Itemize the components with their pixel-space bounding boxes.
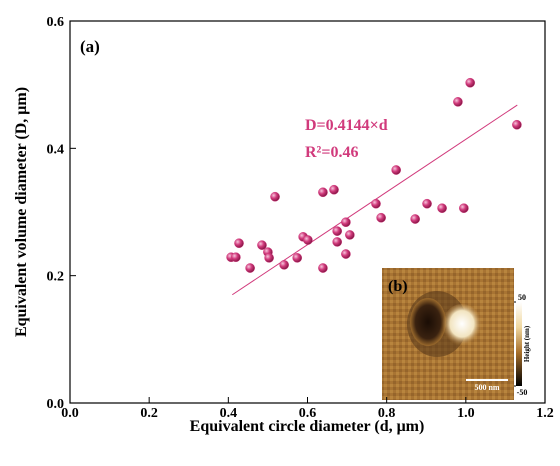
scatter-point bbox=[318, 188, 327, 197]
colorbar bbox=[516, 302, 522, 386]
x-tick-label: 0.6 bbox=[299, 406, 317, 421]
scatter-point bbox=[392, 165, 401, 174]
scatter-point bbox=[453, 97, 462, 106]
scale-bar-label: 500 nm bbox=[474, 383, 499, 392]
scatter-point bbox=[459, 204, 468, 213]
x-tick-label: 0.4 bbox=[220, 406, 238, 421]
colorbar-label: Height (nm) bbox=[523, 325, 531, 362]
fit-r-squared: R²=0.46 bbox=[305, 144, 358, 161]
scatter-point bbox=[280, 260, 289, 269]
inset-label: (b) bbox=[388, 278, 408, 295]
scatter-point bbox=[512, 120, 521, 129]
scatter-point bbox=[371, 199, 380, 208]
scatter-point bbox=[341, 249, 350, 258]
scatter-point bbox=[265, 253, 274, 262]
colorbar-tick-label: -50 bbox=[517, 388, 528, 397]
x-tick-label: 1.0 bbox=[457, 406, 475, 421]
inset-bump bbox=[442, 304, 482, 348]
y-tick-label: 0.2 bbox=[47, 270, 65, 285]
fit-equation: D=0.4144×d bbox=[305, 117, 388, 134]
colorbar-tick-label: 50 bbox=[518, 293, 526, 302]
chart: (a) Equivalent circle diameter (d, μm) E… bbox=[0, 0, 560, 461]
scatter-point bbox=[466, 78, 475, 87]
scatter-point bbox=[318, 263, 327, 272]
y-tick-label: 0.4 bbox=[47, 142, 65, 157]
scatter-point bbox=[411, 214, 420, 223]
scatter-point bbox=[329, 185, 338, 194]
scatter-point bbox=[437, 204, 446, 213]
scatter-point bbox=[270, 192, 279, 201]
scatter-point bbox=[345, 230, 354, 239]
x-tick-label: 0.2 bbox=[140, 406, 158, 421]
scatter-point bbox=[333, 227, 342, 236]
y-tick-label: 0.6 bbox=[47, 15, 65, 30]
x-tick-label: 0.8 bbox=[378, 406, 396, 421]
scatter-point bbox=[293, 253, 302, 262]
scatter-point bbox=[422, 199, 431, 208]
scatter-point bbox=[234, 239, 243, 248]
scatter-point bbox=[333, 237, 342, 246]
scatter-point bbox=[377, 213, 386, 222]
scatter-point bbox=[303, 235, 312, 244]
x-tick-label: 1.2 bbox=[536, 406, 554, 421]
y-tick-label: 0.0 bbox=[47, 397, 65, 412]
scatter-point bbox=[231, 253, 240, 262]
panel-label: (a) bbox=[80, 37, 100, 56]
inset: (b) 500 nm Height (nm) bbox=[382, 268, 531, 400]
inset-pit bbox=[410, 298, 446, 346]
y-axis-label: Equivalent volume diameter (D, μm) bbox=[13, 87, 30, 337]
scatter-point bbox=[341, 218, 350, 227]
scatter-point bbox=[246, 263, 255, 272]
